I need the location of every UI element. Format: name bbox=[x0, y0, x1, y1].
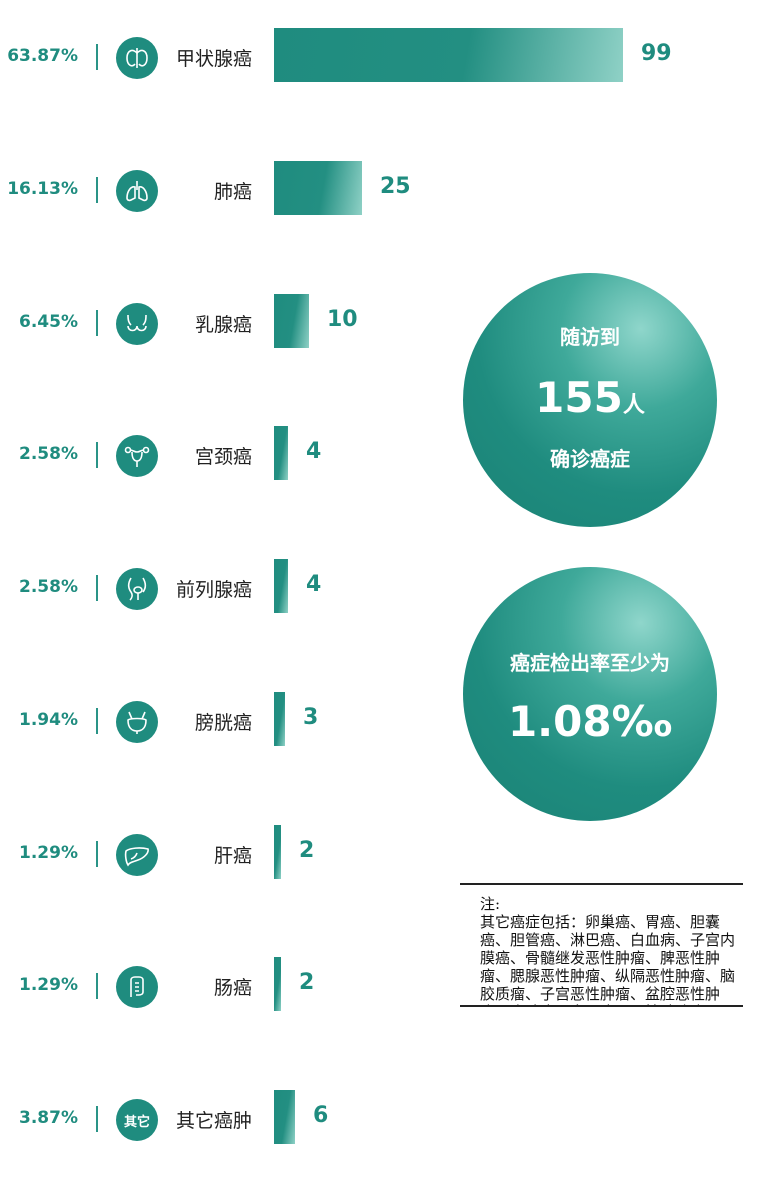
intestine-icon bbox=[116, 966, 158, 1008]
chart-row: 6.45% 乳腺癌 10 bbox=[0, 294, 450, 354]
category-label: 肺癌 bbox=[213, 181, 252, 203]
chart-row: 1.94% 膀胱癌 3 bbox=[0, 692, 450, 752]
followed-count: 155 bbox=[535, 373, 623, 422]
bladder-icon bbox=[116, 701, 158, 743]
followed-up-summary-circle: 随访到 155人 确诊癌症 bbox=[463, 273, 717, 527]
bar bbox=[274, 692, 285, 746]
separator bbox=[96, 177, 98, 203]
category-label: 甲状腺癌 bbox=[175, 48, 252, 70]
bar bbox=[274, 294, 309, 348]
diagnosed-label: 确诊癌症 bbox=[550, 447, 630, 471]
other-text-icon: 其它 bbox=[116, 1099, 158, 1141]
rate-value: 1.08‰ bbox=[507, 697, 673, 746]
bar bbox=[274, 825, 281, 879]
separator bbox=[96, 44, 98, 70]
chart-row: 2.58% 前列腺癌 4 bbox=[0, 559, 450, 619]
thyroid-icon bbox=[116, 37, 158, 79]
footnote-box: 注: 其它癌症包括：卵巢癌、胃癌、胆囊癌、胆管癌、淋巴癌、白血病、子宫内膜癌、骨… bbox=[460, 883, 743, 1007]
lungs-icon bbox=[116, 170, 158, 212]
value-label: 10 bbox=[327, 307, 358, 332]
category-label: 膀胱癌 bbox=[194, 712, 252, 734]
prostate-icon bbox=[116, 568, 158, 610]
rate-label: 癌症检出率至少为 bbox=[510, 651, 670, 675]
chart-row: 3.87% 其它 其它癌肿 6 bbox=[0, 1090, 450, 1150]
percentage-label: 16.13% bbox=[7, 179, 78, 199]
value-label: 99 bbox=[641, 41, 672, 66]
percentage-label: 1.29% bbox=[19, 843, 78, 863]
separator bbox=[96, 1106, 98, 1132]
value-label: 25 bbox=[380, 174, 411, 199]
separator bbox=[96, 575, 98, 601]
category-label: 肠癌 bbox=[213, 977, 252, 999]
separator bbox=[96, 841, 98, 867]
category-label: 其它癌肿 bbox=[175, 1110, 252, 1132]
percentage-label: 6.45% bbox=[19, 312, 78, 332]
percentage-label: 63.87% bbox=[7, 46, 78, 66]
footnote-text: 其它癌症包括：卵巢癌、胃癌、胆囊癌、胆管癌、淋巴癌、白血病、子宫内膜癌、骨髓继发… bbox=[480, 913, 736, 1005]
liver-icon bbox=[116, 834, 158, 876]
followed-label: 随访到 bbox=[560, 325, 620, 349]
bar bbox=[274, 426, 288, 480]
bar bbox=[274, 1090, 295, 1144]
chart-row: 1.29% 肝癌 2 bbox=[0, 825, 450, 885]
followed-unit: 人 bbox=[622, 393, 645, 418]
value-label: 4 bbox=[306, 439, 322, 464]
chart-row: 2.58% 宫颈癌 4 bbox=[0, 426, 450, 486]
value-label: 4 bbox=[306, 572, 322, 597]
footnote-title: 注: bbox=[480, 895, 501, 913]
followed-count-line: 155人 bbox=[463, 373, 717, 422]
percentage-label: 1.29% bbox=[19, 975, 78, 995]
value-label: 2 bbox=[299, 970, 315, 995]
value-label: 2 bbox=[299, 838, 315, 863]
separator bbox=[96, 310, 98, 336]
percentage-label: 3.87% bbox=[19, 1108, 78, 1128]
value-label: 6 bbox=[313, 1103, 329, 1128]
other-icon-text: 其它 bbox=[123, 1114, 150, 1130]
bar bbox=[274, 28, 623, 82]
chart-row: 1.29% 肠癌 2 bbox=[0, 957, 450, 1017]
percentage-label: 1.94% bbox=[19, 710, 78, 730]
category-label: 乳腺癌 bbox=[194, 314, 252, 336]
chart-row: 63.87% 甲状腺癌 99 bbox=[0, 28, 672, 88]
uterus-icon bbox=[116, 435, 158, 477]
category-label: 宫颈癌 bbox=[194, 446, 252, 468]
bar bbox=[274, 957, 281, 1011]
percentage-label: 2.58% bbox=[19, 444, 78, 464]
value-label: 3 bbox=[303, 705, 319, 730]
bar bbox=[274, 161, 362, 215]
separator bbox=[96, 708, 98, 734]
category-label: 肝癌 bbox=[213, 845, 252, 867]
chart-row: 16.13% 肺癌 25 bbox=[0, 161, 450, 221]
category-label: 前列腺癌 bbox=[175, 579, 252, 601]
bar bbox=[274, 559, 288, 613]
detection-rate-circle: 癌症检出率至少为 1.08‰ bbox=[463, 567, 717, 821]
separator bbox=[96, 973, 98, 999]
separator bbox=[96, 442, 98, 468]
percentage-label: 2.58% bbox=[19, 577, 78, 597]
breast-icon bbox=[116, 303, 158, 345]
